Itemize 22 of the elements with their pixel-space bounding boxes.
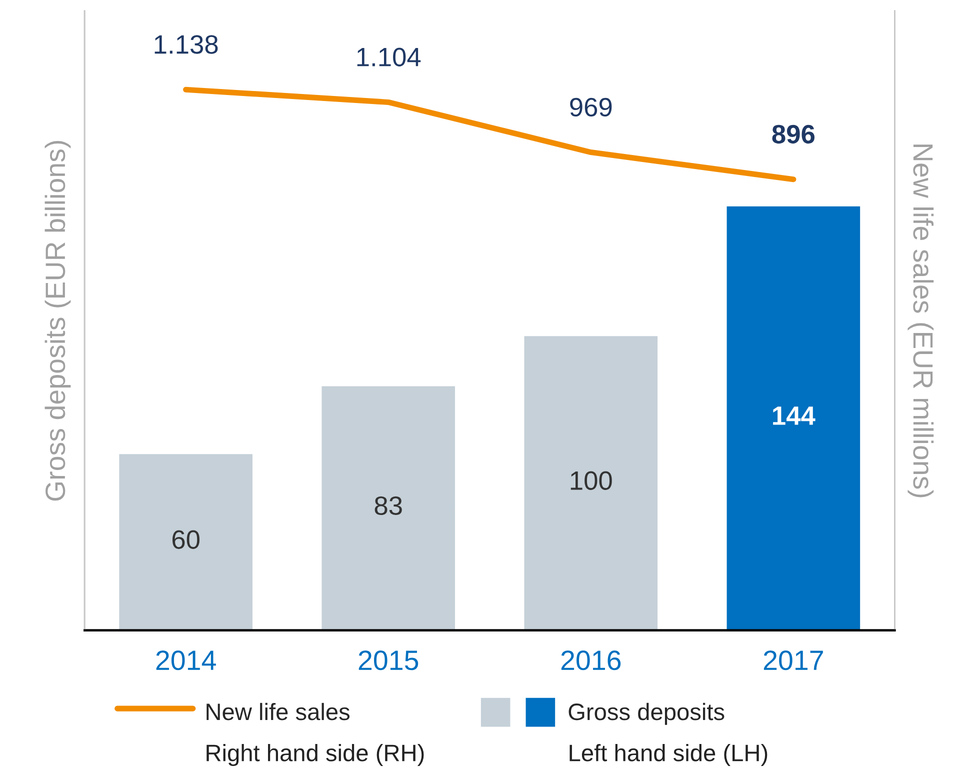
text: Right hand side (RH) bbox=[206, 744, 424, 766]
data-label: 144 bbox=[773, 406, 816, 425]
x-tick-label: 2014 bbox=[156, 650, 216, 670]
bar bbox=[320, 384, 456, 630]
data-label: 60 bbox=[172, 530, 200, 549]
text: Left hand side (LH) bbox=[570, 744, 768, 766]
data-label: 83 bbox=[374, 496, 402, 516]
bar bbox=[118, 452, 254, 630]
legend-label: Gross deposits bbox=[568, 702, 724, 725]
bar bbox=[725, 204, 862, 630]
data-label: 100 bbox=[570, 471, 612, 490]
x-tick-label: 2017 bbox=[764, 650, 823, 670]
x-tick-label: 2016 bbox=[561, 650, 621, 670]
x-tick-label: 2015 bbox=[358, 650, 418, 670]
y2-axis-title: New life sales (EUR millions) bbox=[908, 144, 934, 498]
data-label: 1.104 bbox=[357, 48, 421, 66]
bar bbox=[522, 334, 659, 630]
data-label: 896 bbox=[772, 124, 814, 144]
y-axis-title: Gross deposits (EUR billions) bbox=[44, 140, 71, 501]
legend-label: New life sales bbox=[206, 702, 350, 720]
data-label: 1.138 bbox=[154, 35, 218, 54]
data-label: 969 bbox=[570, 98, 612, 117]
